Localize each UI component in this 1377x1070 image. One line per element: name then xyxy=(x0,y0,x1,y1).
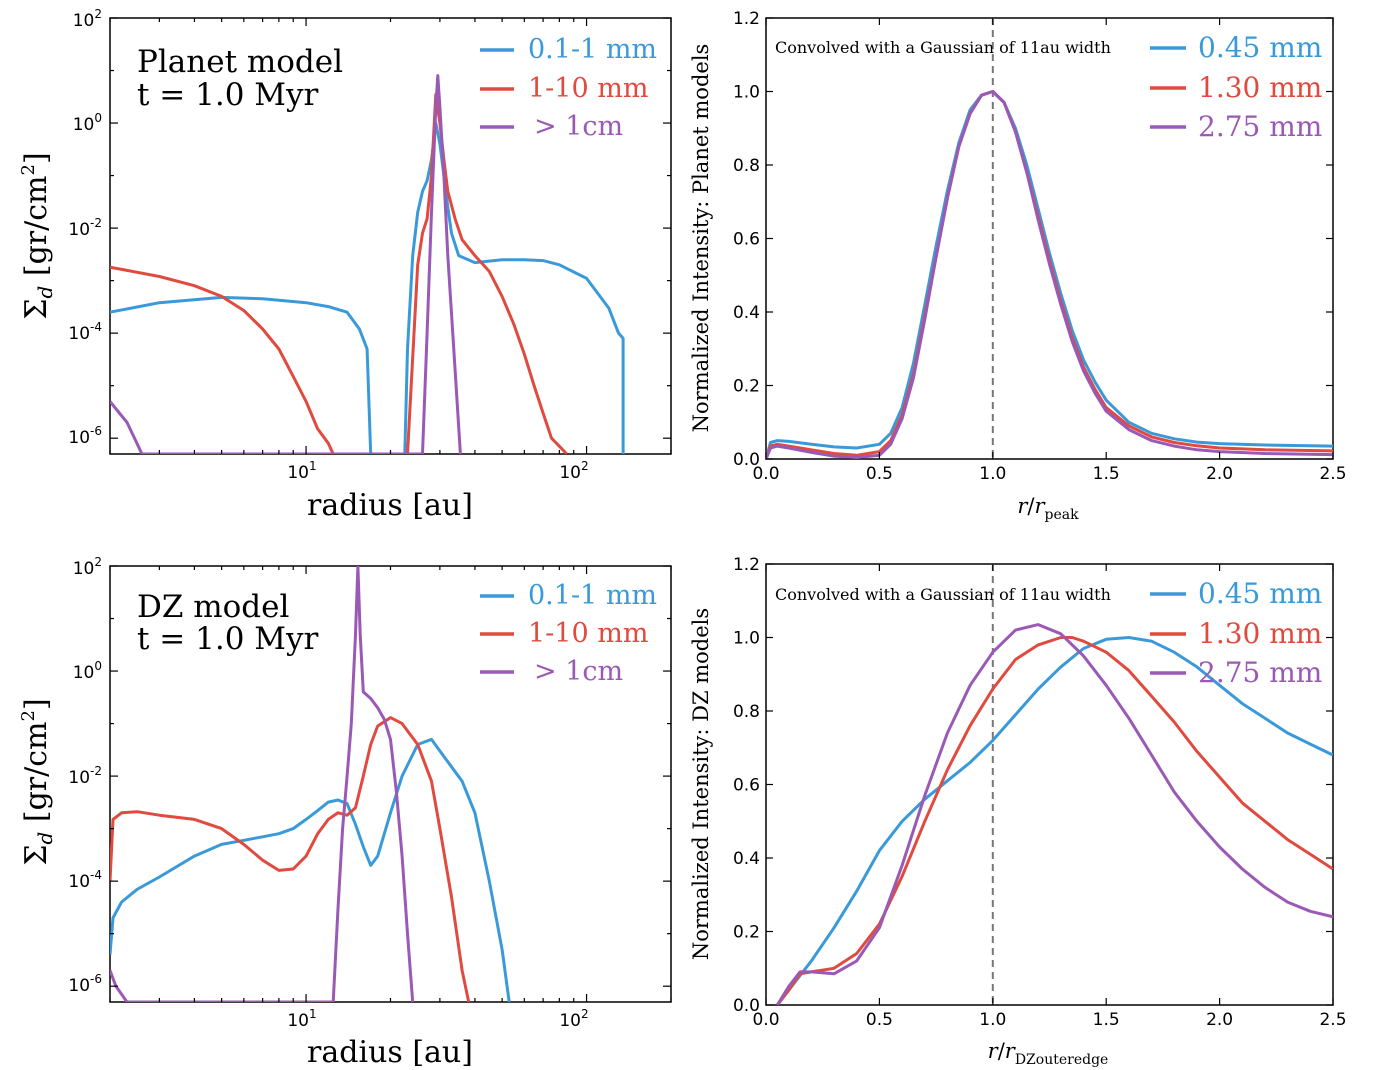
series-line-blue xyxy=(110,737,511,1002)
legend-label: 0.1-1 mm xyxy=(528,580,657,611)
annotation-line: t = 1.0 Myr xyxy=(137,77,319,113)
ytick-label: 0.8 xyxy=(733,702,760,722)
legend: 0.1-1 mm 1-10 mm > 1cm xyxy=(480,580,657,687)
legend-label: 0.45 mm xyxy=(1198,577,1322,610)
legend-label: 1.30 mm xyxy=(1198,71,1322,104)
xtick-label: 101 xyxy=(287,459,316,483)
ytick-label: 0.0 xyxy=(733,996,760,1016)
annotation-note: Convolved with a Gaussian of 11au width xyxy=(775,38,1111,57)
series-line-red xyxy=(110,716,471,1002)
xtick-label: 102 xyxy=(559,1007,588,1031)
series-layer xyxy=(110,566,511,1002)
series-line-purple xyxy=(110,74,462,454)
tick-layer: 0.0 0.5 1.0 1.5 2.0 2.5 0.0 0.2 0.4 0.6 0.8 1.0 1.2 xyxy=(733,9,1347,484)
ytick-label: 1.2 xyxy=(733,555,760,575)
ytick-label: 0.4 xyxy=(733,849,760,869)
legend-label: 2.75 mm xyxy=(1198,656,1322,689)
series-line-red xyxy=(766,90,1333,459)
series-line-blue xyxy=(766,90,1333,459)
legend-label: 2.75 mm xyxy=(1198,110,1322,143)
xtick-label: 1.5 xyxy=(1093,1010,1120,1030)
ytick-label: 0.2 xyxy=(733,377,760,397)
xtick-label: 2.5 xyxy=(1319,464,1346,484)
series-layer xyxy=(766,18,1333,459)
series-line-purple xyxy=(776,623,1333,1005)
series-line-blue xyxy=(110,121,625,454)
y-axis-label: Σd [gr/cm2] xyxy=(18,152,57,319)
xtick-label: 0.0 xyxy=(752,464,779,484)
y-axis-label: Σd [gr/cm2] xyxy=(18,698,57,865)
xtick-label: 1.0 xyxy=(979,464,1006,484)
panel-dz-intensity: 0.0 0.5 1.0 1.5 2.0 2.50.00.20.40.60.81.01.2 … xyxy=(689,555,1347,1068)
xtick-label: 2.5 xyxy=(1319,1010,1346,1030)
legend-label: > 1cm xyxy=(534,656,623,687)
ytick-label: 1.0 xyxy=(733,629,760,649)
x-axis-label: r/rpeak xyxy=(1017,494,1079,523)
xtick-label: 0.5 xyxy=(866,1010,893,1030)
series-line-blue xyxy=(776,636,1333,1005)
ytick-label: 10-2 xyxy=(68,216,102,240)
series-line-red xyxy=(110,93,568,454)
panel-planet-intensity: 0.0 0.5 1.0 1.5 2.0 2.50.00.20.40.60.81.01.2 … xyxy=(689,9,1347,523)
annotation-note: Convolved with a Gaussian of 11au width xyxy=(775,585,1111,604)
xtick-label: 1.5 xyxy=(1093,464,1120,484)
series-line-purple xyxy=(110,566,415,1002)
ytick-label: 10-2 xyxy=(68,764,102,788)
legend-label: 1-10 mm xyxy=(528,618,648,649)
tick-layer: 0.0 0.5 1.0 1.5 2.0 2.5 0.0 0.2 0.4 0.6 0.8 1.0 1.2 xyxy=(733,555,1347,1030)
ytick-label: 0.2 xyxy=(733,923,760,943)
ytick-label: 10-4 xyxy=(68,868,102,892)
xtick-label: 0.0 xyxy=(752,1010,779,1030)
legend-label: 0.45 mm xyxy=(1198,31,1322,64)
legend: 0.45 mm 1.30 mm 2.75 mm xyxy=(1150,31,1322,143)
ytick-label: 100 xyxy=(73,659,102,683)
ytick-label: 1.2 xyxy=(733,9,760,29)
ytick-label: 10-4 xyxy=(68,320,102,344)
panel-planet-density: 102 100 10-2 10-4 10-6 101 102 radius [a… xyxy=(18,7,672,523)
legend-label: 1-10 mm xyxy=(528,73,648,104)
x-axis-label: radius [au] xyxy=(307,488,473,523)
series-layer xyxy=(110,74,625,454)
legend: 0.1-1 mm 1-10 mm > 1cm xyxy=(480,34,657,142)
panel-dz-density: 102 100 10-2 10-4 10-6 101 102 radius [a… xyxy=(18,555,672,1070)
legend: 0.45 mm 1.30 mm 2.75 mm xyxy=(1150,577,1322,689)
ytick-label: 0.0 xyxy=(733,450,760,470)
legend-label: 0.1-1 mm xyxy=(528,34,657,65)
tick-layer xyxy=(109,565,672,1002)
ytick-label: 10-6 xyxy=(68,424,102,448)
ytick-label: 102 xyxy=(73,7,102,31)
series-layer xyxy=(776,564,1333,1005)
annotation-line: Planet model xyxy=(137,44,343,80)
ytick-label: 0.8 xyxy=(733,156,760,176)
series-line-red xyxy=(776,636,1333,1005)
annotation-line: t = 1.0 Myr xyxy=(137,621,319,657)
tick-layer xyxy=(109,17,672,454)
legend-label: > 1cm xyxy=(534,111,623,142)
ytick-label: 102 xyxy=(73,555,102,579)
ytick-label: 0.6 xyxy=(733,230,760,250)
y-axis-label: Normalized Intensity: Planet models xyxy=(689,44,713,433)
xtick-label: 2.0 xyxy=(1206,464,1233,484)
ytick-label: 100 xyxy=(73,111,102,135)
series-line-purple xyxy=(766,90,1333,459)
ytick-label: 0.4 xyxy=(733,303,760,323)
xtick-label: 101 xyxy=(287,1007,316,1031)
xtick-label: 0.5 xyxy=(866,464,893,484)
ytick-label: 1.0 xyxy=(733,83,760,103)
annotation-line: DZ model xyxy=(137,589,289,625)
xtick-label: 2.0 xyxy=(1206,1010,1233,1030)
legend-label: 1.30 mm xyxy=(1198,617,1322,650)
x-axis-label: radius [au] xyxy=(307,1035,473,1070)
ytick-label: 0.6 xyxy=(733,776,760,796)
xtick-label: 102 xyxy=(559,459,588,483)
x-axis-label: r/rDZouteredge xyxy=(988,1039,1109,1068)
y-axis-label: Normalized Intensity: DZ models xyxy=(689,608,713,960)
ytick-label: 10-6 xyxy=(68,972,102,996)
xtick-label: 1.0 xyxy=(979,1010,1006,1030)
